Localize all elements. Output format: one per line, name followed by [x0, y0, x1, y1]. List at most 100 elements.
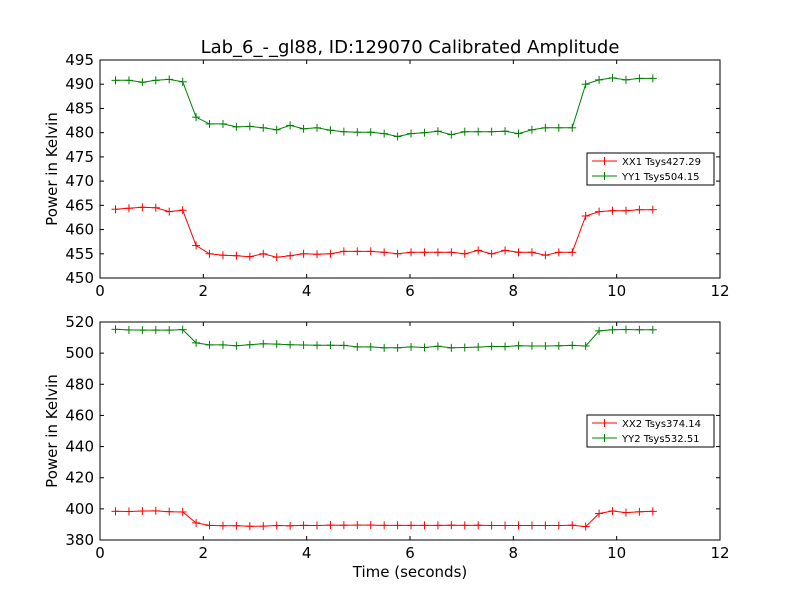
data-point	[554, 521, 563, 530]
data-point	[138, 507, 147, 516]
x-tick-label: 8	[509, 544, 519, 562]
data-point	[501, 342, 510, 351]
x-tick-label: 12	[710, 544, 729, 562]
data-point	[313, 250, 321, 259]
data-point	[124, 325, 133, 334]
subplot-2: 0 2 4 6 8 10 12 380 400 420 440 460 480 500 520 XX2 Tsy…	[43, 313, 730, 581]
data-point	[527, 125, 536, 134]
data-point	[151, 203, 160, 212]
data-point	[581, 80, 590, 89]
data-point	[205, 340, 214, 349]
y-tick-label: 485	[65, 99, 94, 117]
data-point	[151, 326, 160, 335]
series-xx2	[111, 506, 657, 531]
data-point	[339, 127, 348, 136]
data-point	[111, 325, 120, 334]
data-point	[245, 122, 254, 131]
data-point	[111, 507, 120, 516]
data-point	[581, 341, 590, 350]
data-point	[151, 76, 160, 85]
y-tick-label: 455	[65, 245, 94, 263]
y-axis-label: Power in Kelvin	[43, 374, 61, 488]
x-tick-label: 2	[199, 544, 209, 562]
data-point	[501, 127, 510, 136]
x-tick-label: 4	[302, 544, 312, 562]
data-point	[460, 249, 469, 258]
data-point	[124, 507, 133, 516]
y-tick-label: 480	[65, 124, 94, 142]
data-point	[447, 130, 456, 139]
data-point	[541, 123, 550, 132]
data-point	[259, 123, 268, 132]
data-point	[460, 127, 469, 136]
data-point	[299, 341, 308, 350]
series-yy1	[111, 73, 657, 141]
data-point	[272, 521, 281, 530]
legend-label: XX2 Tsys374.14	[622, 419, 701, 430]
data-point	[608, 507, 617, 516]
data-point	[205, 249, 214, 258]
x-tick-label: 10	[607, 544, 626, 562]
data-point	[474, 246, 483, 255]
data-point	[218, 521, 227, 530]
data-point	[259, 249, 268, 258]
data-point	[420, 521, 429, 530]
data-point	[313, 521, 321, 530]
data-point	[621, 75, 630, 84]
data-point	[554, 341, 563, 350]
data-point	[259, 339, 268, 348]
y-tick-label: 440	[65, 438, 94, 456]
legend-label: YY2 Tsys532.51	[621, 434, 700, 445]
chart-title: Lab_6_-_gl88, ID:129070 Calibrated Ampli…	[201, 37, 620, 58]
data-point	[487, 249, 496, 258]
data-point	[635, 507, 644, 516]
data-point	[218, 251, 227, 260]
data-point	[595, 75, 604, 84]
data-point	[487, 127, 496, 136]
data-point	[232, 341, 241, 350]
data-point	[514, 521, 523, 530]
data-point	[474, 127, 483, 136]
legend-box	[586, 152, 715, 186]
data-point	[420, 128, 429, 137]
data-point	[192, 518, 201, 527]
data-point	[393, 249, 402, 258]
data-point	[621, 206, 630, 215]
data-point	[527, 341, 536, 350]
data-point	[433, 521, 442, 530]
data-point	[447, 521, 456, 530]
legend: XX1 Tsys427.29 YY1 Tsys504.15	[586, 152, 715, 186]
data-point	[272, 340, 281, 349]
data-point	[621, 325, 630, 334]
x-tick-label: 4	[302, 282, 312, 300]
data-point	[407, 521, 416, 530]
data-point	[487, 521, 496, 530]
data-point	[648, 507, 657, 516]
data-point	[595, 207, 604, 216]
data-point	[501, 521, 510, 530]
data-point	[581, 522, 590, 531]
data-point	[245, 252, 254, 261]
data-point	[407, 129, 416, 138]
data-point	[393, 343, 402, 352]
data-point	[245, 340, 254, 349]
data-point	[393, 521, 402, 530]
x-tick-label: 0	[95, 544, 105, 562]
data-point	[165, 507, 174, 516]
data-point	[380, 129, 389, 138]
data-point	[286, 521, 295, 530]
data-point	[474, 521, 483, 530]
data-point	[299, 249, 308, 258]
data-point	[568, 521, 577, 530]
data-point	[514, 248, 523, 257]
data-point	[568, 341, 577, 350]
data-point	[501, 246, 510, 255]
data-point	[286, 251, 295, 260]
data-point	[380, 343, 389, 352]
data-point	[353, 247, 362, 256]
legend: XX2 Tsys374.14 YY2 Tsys532.51	[586, 414, 715, 448]
data-point	[339, 341, 348, 350]
data-point	[635, 74, 644, 83]
data-point	[595, 509, 604, 518]
data-point	[648, 74, 657, 83]
